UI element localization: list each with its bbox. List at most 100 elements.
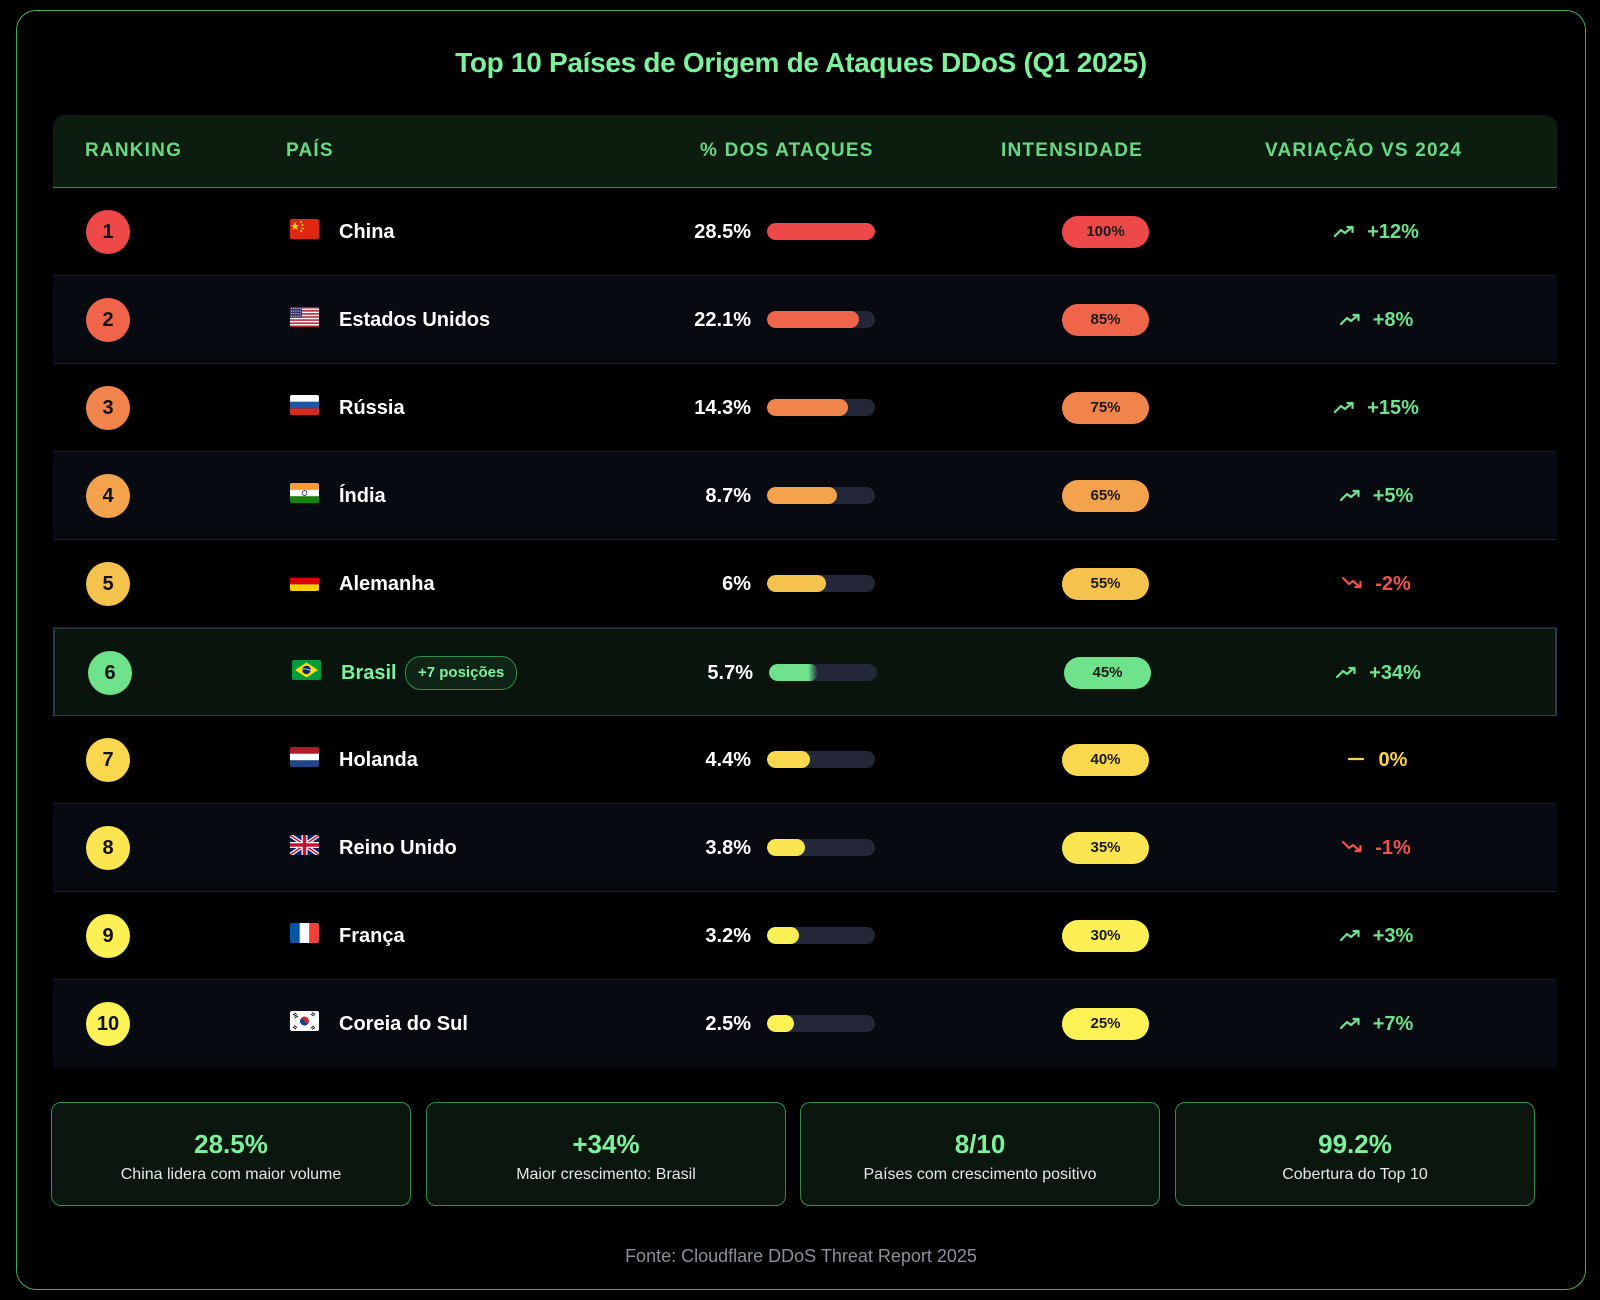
variation-value: +8% xyxy=(1339,276,1413,364)
variation-value: +15% xyxy=(1333,364,1419,452)
attack-share-bar xyxy=(769,664,877,681)
trend-up-icon xyxy=(1336,666,1356,678)
attack-share-bar xyxy=(767,487,875,504)
attack-share-bar-fill xyxy=(767,487,838,504)
attack-share-bar-fill xyxy=(767,575,827,592)
header-pct: % DOS ATAQUES xyxy=(700,140,874,161)
flag-nl-icon xyxy=(290,747,319,767)
table-row: 5 Alemanha 6% 55% -2% xyxy=(53,540,1557,628)
attack-percentage: 5.7% xyxy=(707,662,753,684)
variation-text: -2% xyxy=(1375,573,1411,595)
attack-percentage: 4.4% xyxy=(705,749,751,771)
attack-share-bar-fill xyxy=(767,927,800,944)
rank-badge: 5 xyxy=(86,562,130,606)
card-label: Países com crescimento positivo xyxy=(863,1166,1097,1183)
summary-card: +34% Maior crescimento: Brasil xyxy=(426,1102,786,1206)
summary-card: 8/10 Países com crescimento positivo xyxy=(800,1102,1160,1206)
intensity-pill: 35% xyxy=(1062,832,1149,864)
attack-share-bar-fill xyxy=(767,399,848,416)
attack-share-bar xyxy=(767,751,875,768)
attack-percentage: 8.7% xyxy=(705,485,751,507)
variation-value: -2% xyxy=(1341,540,1411,628)
trend-up-icon xyxy=(1334,401,1354,413)
attack-share-bar-fill xyxy=(767,223,875,240)
rank-badge: 4 xyxy=(86,474,130,518)
variation-text: -1% xyxy=(1375,837,1411,859)
attack-share-bar xyxy=(767,927,875,944)
variation-value: +12% xyxy=(1333,188,1419,276)
trend-down-icon xyxy=(1342,576,1362,588)
intensity-pill: 25% xyxy=(1062,1008,1149,1040)
header-pais: PAÍS xyxy=(286,140,334,161)
source-note: Fonte: Cloudflare DDoS Threat Report 202… xyxy=(625,1246,977,1266)
ranking-table: RANKING PAÍS % DOS ATAQUES INTENSIDADE V… xyxy=(53,115,1557,1068)
trend-up-icon xyxy=(1339,929,1360,941)
rank-badge: 8 xyxy=(86,826,130,870)
intensity-pill: 45% xyxy=(1064,657,1151,689)
country-name: Rússia xyxy=(339,397,405,419)
attack-share-bar xyxy=(767,839,875,856)
variation-text: +12% xyxy=(1367,221,1419,243)
card-value: 28.5% xyxy=(194,1129,268,1159)
table-row: 9 França 3.2% 30% +3% xyxy=(53,892,1557,980)
intensity-pill: 100% xyxy=(1062,216,1149,248)
flag-br-icon xyxy=(292,660,321,680)
summary-cards: 28.5% China lidera com maior volume +34%… xyxy=(51,1102,1555,1208)
variation-value: +7% xyxy=(1339,980,1413,1068)
trend-up-icon xyxy=(1339,313,1360,325)
table-body: 1 China 28.5% 100% +12% 2 Estados Unidos… xyxy=(53,188,1557,1068)
intensity-pill: 85% xyxy=(1062,304,1149,336)
country-name: Brasil xyxy=(341,662,397,684)
trend-down-icon xyxy=(1342,840,1362,852)
header-ranking: RANKING xyxy=(85,140,183,161)
card-value: 8/10 xyxy=(954,1129,1006,1159)
header-variacao: VARIAÇÃO VS 2024 xyxy=(1265,140,1463,161)
intensity-pill: 75% xyxy=(1062,392,1149,424)
table-row: 4 Índia 8.7% 65% +5% xyxy=(53,452,1557,540)
attack-share-bar xyxy=(767,311,875,328)
country-name: China xyxy=(339,221,395,243)
variation-value: +3% xyxy=(1339,892,1414,980)
flag-in-icon xyxy=(290,483,319,503)
flag-fr-icon xyxy=(290,923,319,943)
table-row: 8 Reino Unido 3.8% 35% -1% xyxy=(53,804,1557,892)
table-row: 1 China 28.5% 100% +12% xyxy=(53,188,1557,276)
country-name: Holanda xyxy=(339,749,418,771)
summary-card: 28.5% China lidera com maior volume xyxy=(51,1102,411,1206)
trend-up-icon xyxy=(1339,1017,1360,1029)
header-intensidade: INTENSIDADE xyxy=(1001,140,1143,161)
variation-text: +3% xyxy=(1372,925,1414,947)
card-value: +34% xyxy=(572,1129,640,1159)
rank-badge: 7 xyxy=(86,738,130,782)
variation-value: 0% xyxy=(1345,716,1408,804)
summary-card: 99.2% Cobertura do Top 10 xyxy=(1175,1102,1535,1206)
variation-text: 0% xyxy=(1378,749,1408,771)
trend-flat-icon xyxy=(1347,757,1364,760)
flag-cn-icon xyxy=(290,219,319,239)
attack-percentage: 3.2% xyxy=(705,925,751,947)
card-value: 99.2% xyxy=(1318,1129,1392,1159)
trend-up-icon xyxy=(1334,225,1354,237)
attack-share-bar xyxy=(767,575,875,592)
attack-percentage: 14.3% xyxy=(694,397,751,419)
rank-badge: 6 xyxy=(88,651,132,695)
attack-percentage: 28.5% xyxy=(694,221,751,243)
country-name: Índia xyxy=(339,485,386,507)
variation-value: +5% xyxy=(1339,452,1413,540)
attack-share-bar-fill xyxy=(767,1015,794,1032)
country-name: França xyxy=(339,925,405,947)
attack-share-bar-fill xyxy=(769,664,818,681)
table-row: 3 Rússia 14.3% 75% +15% xyxy=(53,364,1557,452)
country-name: Estados Unidos xyxy=(339,309,491,331)
intensity-pill: 40% xyxy=(1062,744,1149,776)
chart-title: Top 10 Países de Origem de Ataques DDoS … xyxy=(455,47,1147,78)
intensity-pill: 30% xyxy=(1062,920,1149,952)
attack-share-bar-fill xyxy=(767,311,859,328)
country-name: Reino Unido xyxy=(339,837,457,859)
card-label: China lidera com maior volume xyxy=(120,1166,342,1183)
attack-share-bar xyxy=(767,1015,875,1032)
card-label: Cobertura do Top 10 xyxy=(1282,1166,1428,1183)
rank-badge: 10 xyxy=(86,1002,130,1046)
flag-kr-icon xyxy=(290,1011,319,1031)
flag-ru-icon xyxy=(290,395,319,415)
